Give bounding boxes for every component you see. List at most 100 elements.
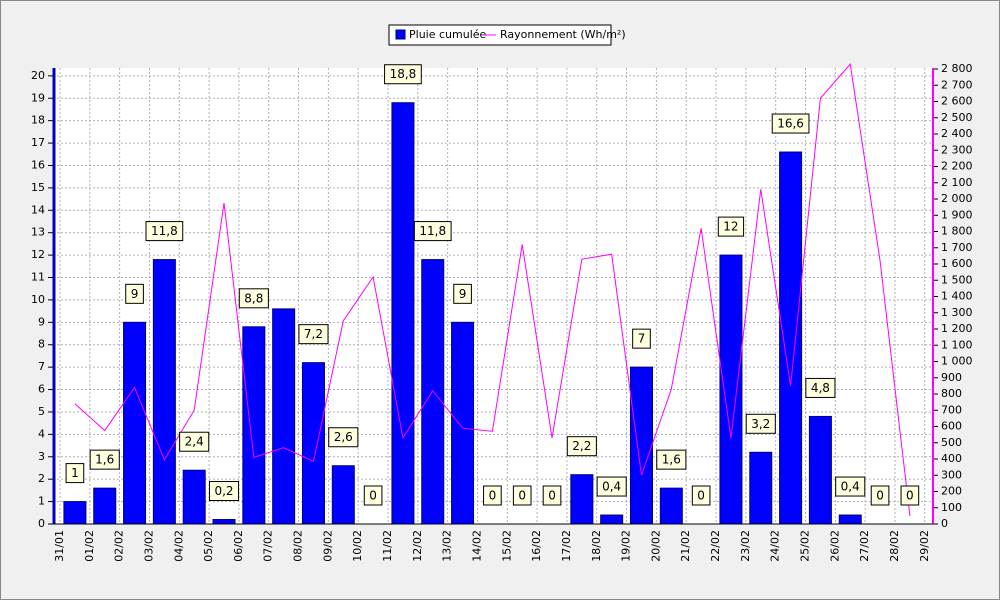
value-label: 3,2 [751, 417, 770, 431]
y-tick-label: 12 [31, 248, 45, 261]
value-label: 0,4 [841, 480, 860, 494]
x-tick-label: 25/02 [799, 530, 812, 562]
y2-tick-label: 200 [941, 485, 962, 498]
y2-tick-label: 400 [941, 452, 962, 465]
y2-tick-label: 500 [941, 436, 962, 449]
x-tick-label: 14/02 [470, 530, 483, 562]
y-tick-label: 14 [31, 203, 45, 216]
labels: 0123456789101112131415161718192001002003… [31, 62, 973, 562]
y2-tick-label: 2 300 [941, 143, 973, 156]
x-tick-label: 19/02 [620, 530, 633, 562]
y2-tick-label: 900 [941, 371, 962, 384]
y2-tick-label: 300 [941, 468, 962, 481]
value-label: 2,6 [334, 430, 353, 444]
value-label: 0 [906, 489, 914, 503]
x-tick-label: 24/02 [769, 530, 782, 562]
bar [391, 102, 415, 525]
legend-swatch [395, 29, 406, 40]
x-tick-label: 06/02 [232, 530, 245, 562]
x-tick-label: 13/02 [441, 530, 454, 562]
value-label-box [363, 485, 383, 506]
value-label: 0 [548, 489, 556, 503]
y2-tick-label: 100 [941, 501, 962, 514]
value-label: 9 [459, 287, 467, 301]
y-tick-label: 10 [31, 293, 45, 306]
y-tick-label: 16 [31, 158, 45, 171]
value-label: 0 [697, 489, 705, 503]
x-tick-label: 17/02 [560, 530, 573, 562]
value-label-box [771, 113, 810, 134]
y2-tick-label: 2 200 [941, 160, 973, 173]
bar [749, 451, 773, 525]
y-tick-label: 1 [38, 495, 45, 508]
x-tick-label: 09/02 [321, 530, 334, 562]
value-label: 9 [131, 287, 139, 301]
value-label-box [805, 377, 836, 398]
legend-label: Pluie cumulée [409, 28, 487, 41]
y2-tick-label: 2 500 [941, 111, 973, 124]
y2-tick-label: 1 900 [941, 208, 973, 221]
x-tick-label: 21/02 [679, 530, 692, 562]
x-tick-label: 02/02 [113, 530, 126, 562]
marks [63, 62, 911, 525]
x-tick-label: 05/02 [202, 530, 215, 562]
value-label-box [145, 221, 184, 242]
y-tick-label: 13 [31, 226, 45, 239]
value-label-box [453, 283, 472, 304]
bar [182, 469, 206, 525]
x-tick-label: 11/02 [381, 530, 394, 562]
value-label-box [717, 216, 745, 237]
value-label-box [566, 436, 597, 457]
y-tick-label: 2 [38, 472, 45, 485]
y-tick-label: 15 [31, 181, 45, 194]
value-label-box [413, 221, 452, 242]
value-label-box [745, 413, 776, 434]
y-tick-label: 5 [38, 405, 45, 418]
value-label: 11,8 [419, 224, 446, 238]
y2-tick-label: 0 [941, 517, 948, 530]
bar [719, 254, 743, 525]
value-label: 1,6 [95, 453, 114, 467]
x-tick-label: 03/02 [142, 530, 155, 562]
value-label-box [238, 288, 269, 309]
y2-tick-label: 2 400 [941, 127, 973, 140]
value-label: 11,8 [151, 224, 178, 238]
value-label-box [179, 431, 210, 452]
value-label: 1 [71, 466, 79, 480]
y-tick-label: 7 [38, 360, 45, 373]
value-label-box [596, 476, 627, 497]
value-label-box [483, 485, 502, 506]
value-label-box [125, 283, 144, 304]
value-label: 18,8 [390, 67, 417, 81]
value-label: 0 [876, 489, 884, 503]
bar [808, 415, 832, 525]
y2-tick-label: 1 100 [941, 338, 973, 351]
x-tick-label: 01/02 [83, 530, 96, 562]
value-label-box [384, 64, 422, 85]
y2-tick-label: 800 [941, 387, 962, 400]
value-label-box [89, 449, 120, 470]
bar [212, 519, 236, 525]
value-label: 2,4 [185, 435, 204, 449]
y2-tick-label: 1 200 [941, 322, 973, 335]
bar [838, 514, 862, 525]
value-label-box [208, 481, 240, 502]
bar [152, 259, 176, 525]
bar [629, 366, 653, 525]
value-label: 7,2 [304, 327, 323, 341]
bar [451, 321, 475, 525]
bar [600, 514, 624, 525]
value-label: 0,2 [214, 484, 233, 498]
y-tick-label: 19 [31, 91, 45, 104]
bar [272, 308, 296, 525]
y2-tick-label: 1 700 [941, 241, 973, 254]
y2-tick-label: 1 600 [941, 257, 973, 270]
x-tick-label: 27/02 [858, 530, 871, 562]
bar [421, 259, 445, 525]
legend: Pluie cumulée Rayonnement (Wh/m²) [388, 24, 626, 46]
value-label: 1,6 [662, 453, 681, 467]
legend-label: Rayonnement (Wh/m²) [500, 28, 626, 41]
value-label-box [656, 449, 687, 470]
value-label-box [900, 485, 920, 506]
